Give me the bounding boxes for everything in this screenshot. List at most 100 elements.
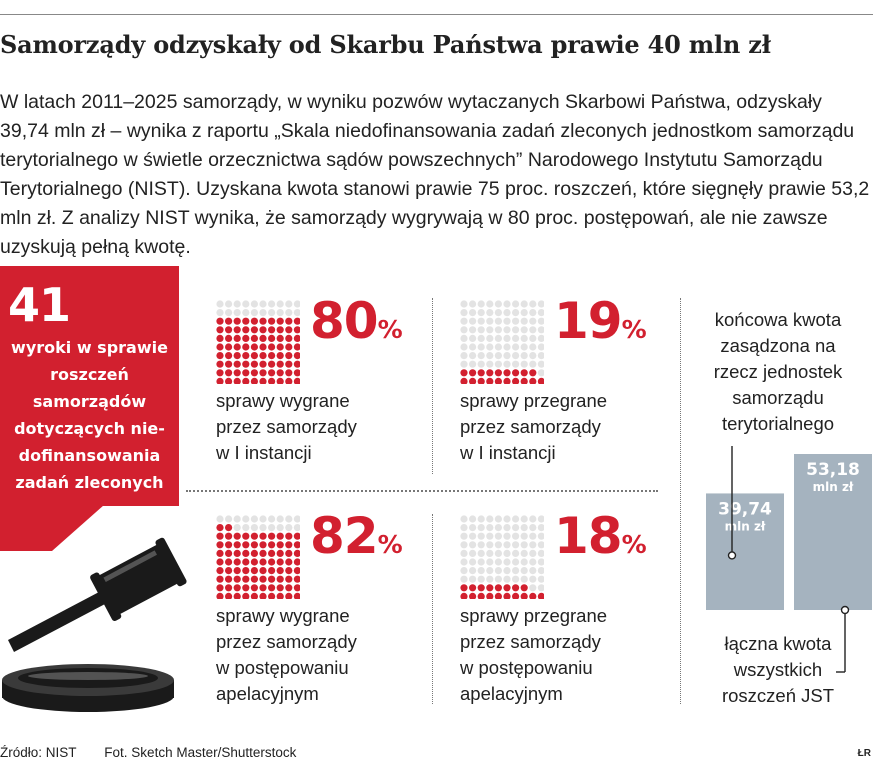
waffle-dot-empty: [460, 317, 468, 325]
waffle-dot-empty: [512, 532, 520, 540]
waffle-dot-filled: [293, 549, 300, 557]
waffle-dot-filled: [293, 584, 300, 592]
waffle-dot-empty: [529, 317, 537, 325]
waffle-dot-filled: [469, 369, 477, 377]
highlight-line: dotyczących nie-: [14, 419, 165, 438]
waffle-dot-filled: [285, 541, 293, 549]
waffle-dot-empty: [460, 326, 468, 334]
waffle-dot-empty: [537, 549, 544, 557]
waffle-dot-filled: [268, 541, 276, 549]
waffle-dot-empty: [537, 360, 544, 368]
percent-value: 18%: [554, 507, 647, 565]
waffle-dot-empty: [225, 515, 233, 523]
waffle-dot-empty: [503, 317, 511, 325]
waffle-dot-empty: [529, 567, 537, 575]
waffle-dot-empty: [503, 541, 511, 549]
waffle-dot-empty: [469, 317, 477, 325]
waffle-dot-filled: [250, 334, 258, 342]
waffle-dot-filled: [250, 567, 258, 575]
waffle-dot-empty: [529, 515, 537, 523]
waffle-dot-empty: [259, 300, 267, 308]
waffle-dot-empty: [520, 549, 528, 557]
waffle-dot-empty: [486, 360, 494, 368]
waffle-dot-empty: [512, 360, 520, 368]
waffle-dot-filled: [259, 352, 267, 360]
waffle-dot-filled: [242, 549, 250, 557]
waffle-dot-empty: [529, 343, 537, 351]
waffle-dot-empty: [216, 309, 224, 317]
waffle-dot-empty: [520, 326, 528, 334]
description-line: sprawy wygrane: [216, 605, 350, 626]
waffle-dot-empty: [494, 343, 502, 351]
waffle-dot-filled: [250, 532, 258, 540]
waffle-dot-empty: [494, 549, 502, 557]
waffle-dot-filled: [233, 343, 241, 351]
waffle-dot-filled: [537, 592, 544, 599]
waffle-dot-filled: [225, 369, 233, 377]
waffle-dot-filled: [520, 584, 528, 592]
waffle-dot-filled: [225, 360, 233, 368]
waffle-dot-filled: [520, 377, 528, 384]
waffle-grid: [216, 515, 300, 599]
waffle-dot-filled: [233, 592, 241, 599]
waffle-dot-empty: [503, 309, 511, 317]
waffle-dot-empty: [537, 352, 544, 360]
waffle-dot-empty: [460, 558, 468, 566]
waffle-dot-filled: [242, 369, 250, 377]
waffle-dot-empty: [477, 352, 485, 360]
waffle-dot-empty: [520, 343, 528, 351]
highlight-line: roszczeń: [50, 365, 129, 384]
highlight-number: 41: [8, 278, 71, 332]
percent-sign: %: [377, 315, 403, 344]
highlight-line: wyroki w sprawie: [11, 338, 168, 357]
waffle-dot-filled: [233, 377, 241, 384]
waffle-dot-filled: [486, 592, 494, 599]
bar-label-top: końcowa kwota zasądzona na rzecz jednost…: [690, 307, 866, 437]
waffle-dot-filled: [216, 352, 224, 360]
top-rule: [0, 14, 873, 15]
waffle-dot-empty: [520, 317, 528, 325]
waffle-dot-filled: [276, 326, 284, 334]
waffle-grid: [216, 300, 300, 384]
waffle-dot-empty: [503, 549, 511, 557]
waffle-dot-filled: [285, 532, 293, 540]
waffle-dot-filled: [259, 558, 267, 566]
waffle-dot-empty: [503, 524, 511, 532]
waffle-dot-filled: [293, 317, 300, 325]
waffle-dot-filled: [268, 549, 276, 557]
waffle-dot-empty: [529, 360, 537, 368]
waffle-dot-filled: [250, 317, 258, 325]
waffle-dot-filled: [276, 541, 284, 549]
percent-number: 19: [554, 292, 623, 350]
waffle-dot-empty: [242, 309, 250, 317]
waffle-dot-empty: [503, 532, 511, 540]
waffle-dot-empty: [469, 360, 477, 368]
waffle-dot-filled: [225, 532, 233, 540]
waffle-dot-empty: [512, 352, 520, 360]
waffle-dot-empty: [460, 524, 468, 532]
waffle-dot-empty: [285, 515, 293, 523]
waffle-dot-empty: [512, 317, 520, 325]
waffle-dot-empty: [268, 300, 276, 308]
waffle-dot-empty: [469, 300, 477, 308]
waffle-dot-empty: [537, 317, 544, 325]
waffle-dot-filled: [469, 592, 477, 599]
waffle-dot-empty: [486, 558, 494, 566]
waffle-dot-empty: [529, 326, 537, 334]
waffle-dot-empty: [216, 515, 224, 523]
description-line: przez samorządy: [216, 416, 357, 437]
waffle-dot-empty: [469, 532, 477, 540]
waffle-dot-empty: [460, 360, 468, 368]
waffle-dot-filled: [477, 592, 485, 599]
waffle-dot-filled: [285, 377, 293, 384]
waffle-dot-empty: [477, 360, 485, 368]
bar-unit-label: mln zł: [725, 519, 766, 533]
percent-value: 80%: [310, 292, 403, 350]
waffle-dot-empty: [469, 334, 477, 342]
waffle-dot-filled: [469, 584, 477, 592]
waffle-dot-filled: [242, 326, 250, 334]
waffle-dot-filled: [293, 369, 300, 377]
waffle-dot-filled: [285, 343, 293, 351]
waffle-dot-empty: [460, 541, 468, 549]
